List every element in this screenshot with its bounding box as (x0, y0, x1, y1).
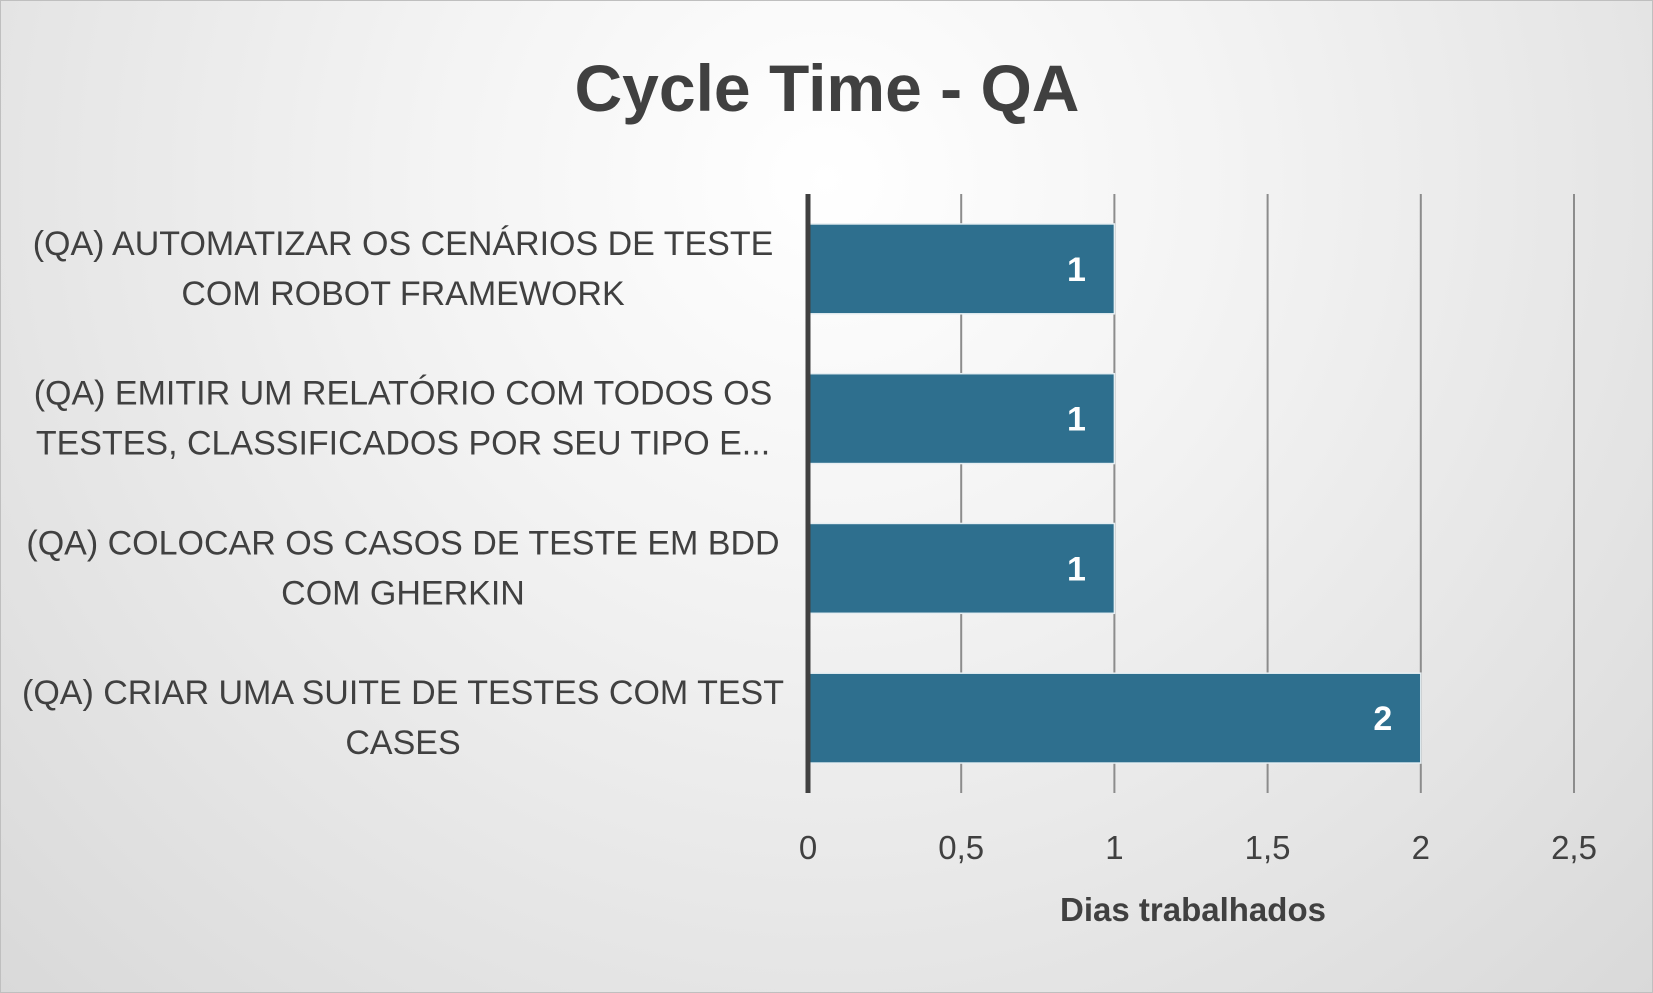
category-label: (QA) CRIAR UMA SUITE DE TESTES COM TEST C… (22, 674, 784, 762)
category-label: (QA) AUTOMATIZAR OS CENÁRIOS DE TESTE COM… (33, 225, 774, 313)
x-tick-label: 1,5 (1245, 829, 1291, 866)
bar (807, 223, 1116, 315)
data-labels: 1 1 1 2 (1067, 251, 1392, 738)
data-label: 1 (1067, 251, 1086, 289)
data-label: 1 (1067, 550, 1086, 588)
x-tick-label: 1 (1105, 829, 1123, 866)
data-label: 2 (1373, 700, 1392, 738)
x-tick-label: 0 (799, 829, 817, 866)
bar (807, 522, 1116, 615)
tick-labels: 0 0,5 1 1,5 2 2,5 (799, 829, 1597, 866)
category-label: (QA) EMITIR UM RELATÓRIO COM TODOS OS TES… (34, 375, 773, 463)
x-axis-title: Dias trabalhados (1060, 891, 1326, 928)
x-tick-label: 0,5 (938, 829, 984, 866)
category-label: (QA) COLOCAR OS CASOS DE TESTE EM BDD COM… (26, 524, 779, 612)
bar (807, 672, 1422, 764)
x-tick-label: 2 (1412, 829, 1430, 866)
x-tick-label: 2,5 (1551, 829, 1597, 866)
data-label: 1 (1067, 401, 1086, 439)
category-labels: (QA) AUTOMATIZAR OS CENÁRIOS DE TESTE COM… (22, 225, 784, 762)
chart-title: Cycle Time - QA (575, 51, 1080, 125)
